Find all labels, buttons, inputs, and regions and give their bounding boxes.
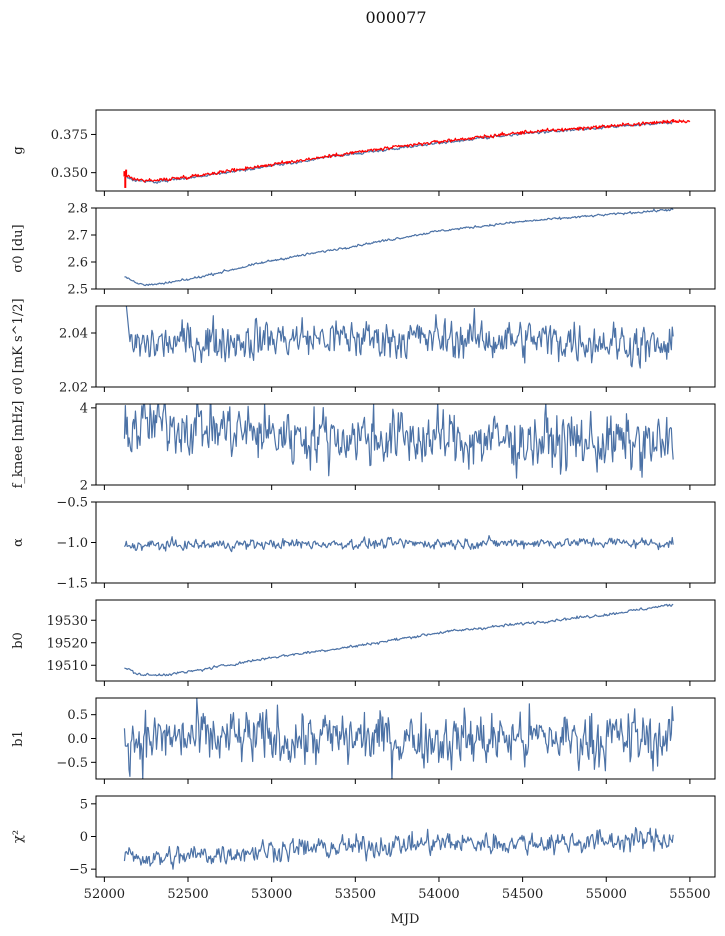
axes-frame-panel-1 (95, 109, 716, 192)
y-tick-label: 2.02 (59, 381, 88, 396)
y-tick-label: 2 (80, 479, 88, 494)
x-tick-label: 54000 (418, 887, 459, 902)
y-tick-label: −1.0 (56, 536, 88, 551)
y-axis-label-panel-8: χ² (11, 830, 26, 843)
y-axis-label-panel-1: g (11, 146, 26, 154)
overlay-line-panel-1 (124, 119, 691, 183)
y-tick-label: 5 (80, 797, 88, 812)
panel-6: 19510 19520 19530 b0 (11, 599, 716, 686)
y-tick-label: 19530 (47, 614, 88, 629)
x-tick-label: 53000 (251, 887, 292, 902)
x-tick-label: 52000 (84, 887, 125, 902)
panels-group: 0.350 0.375 g 2.5 2.6 2.7 2.8 σ0 [du] 2.02 2.04 σ0… (11, 109, 716, 902)
series-line-panel-6 (124, 603, 674, 677)
panel-4: 2 4 f_knee [mHz] (11, 401, 716, 494)
y-tick-label: 2.6 (67, 256, 88, 271)
y-axis-label-panel-3: σ0 [mK s^1/2] (11, 298, 26, 394)
figure-title: 000077 (365, 8, 426, 27)
y-tick-label: 0.5 (67, 708, 88, 723)
y-tick-label: 0.375 (51, 128, 88, 143)
series-line-panel-2 (124, 208, 674, 287)
x-tick-label: 54500 (502, 887, 543, 902)
x-tick-label: 53500 (335, 887, 376, 902)
axes-frame-panel-4 (95, 403, 716, 486)
x-tick-label: 55500 (669, 887, 710, 902)
axes-frame-panel-3 (95, 305, 716, 388)
panel-5: −1.5 −1.0 −0.5 α (11, 496, 716, 592)
y-tick-label: −5 (69, 863, 88, 878)
axes-frame-panel-8 (95, 795, 716, 878)
series-line-panel-5 (123, 535, 674, 553)
y-tick-label: 19510 (47, 659, 88, 674)
y-axis-label-panel-5: α (11, 538, 26, 547)
y-tick-label: 19520 (47, 636, 88, 651)
y-tick-label: 2.8 (67, 202, 88, 217)
y-tick-label: 2.5 (67, 283, 88, 298)
panel-1: 0.350 0.375 g (11, 109, 716, 196)
series-line-panel-4 (123, 404, 674, 479)
panel-7: −0.5 0.0 0.5 b1 (11, 697, 716, 784)
y-tick-label: 0 (80, 830, 88, 845)
series-line-panel-7 (123, 698, 674, 779)
y-tick-label: −0.5 (56, 496, 88, 511)
y-tick-label: 4 (80, 401, 88, 416)
x-tick-label: 52500 (167, 887, 208, 902)
y-tick-label: 2.7 (67, 229, 88, 244)
axes-frame-panel-6 (95, 599, 716, 682)
y-tick-label: 0.0 (67, 732, 88, 747)
series-line-panel-3 (125, 306, 674, 369)
y-tick-label: 0.350 (51, 166, 88, 181)
y-axis-label-panel-4: f_knee [mHz] (11, 401, 26, 489)
panel-8: −5 0 5 52000 52500 53000 53500 54000 54500 55000 5… (11, 795, 716, 902)
series-line-panel-8 (123, 827, 674, 870)
y-axis-label-panel-2: σ0 [du] (11, 224, 26, 272)
y-tick-label: 2.04 (59, 327, 88, 342)
y-tick-label: −1.5 (56, 577, 88, 592)
y-axis-label-panel-7: b1 (11, 730, 26, 747)
y-axis-label-panel-6: b0 (11, 632, 26, 649)
panel-2: 2.5 2.6 2.7 2.8 σ0 [du] (11, 202, 716, 298)
x-axis-label: MJD (391, 912, 420, 927)
panel-3: 2.02 2.04 σ0 [mK s^1/2] (11, 298, 716, 396)
y-tick-label: −0.5 (56, 756, 88, 771)
axes-frame-panel-2 (95, 207, 716, 290)
x-tick-label: 55000 (586, 887, 627, 902)
